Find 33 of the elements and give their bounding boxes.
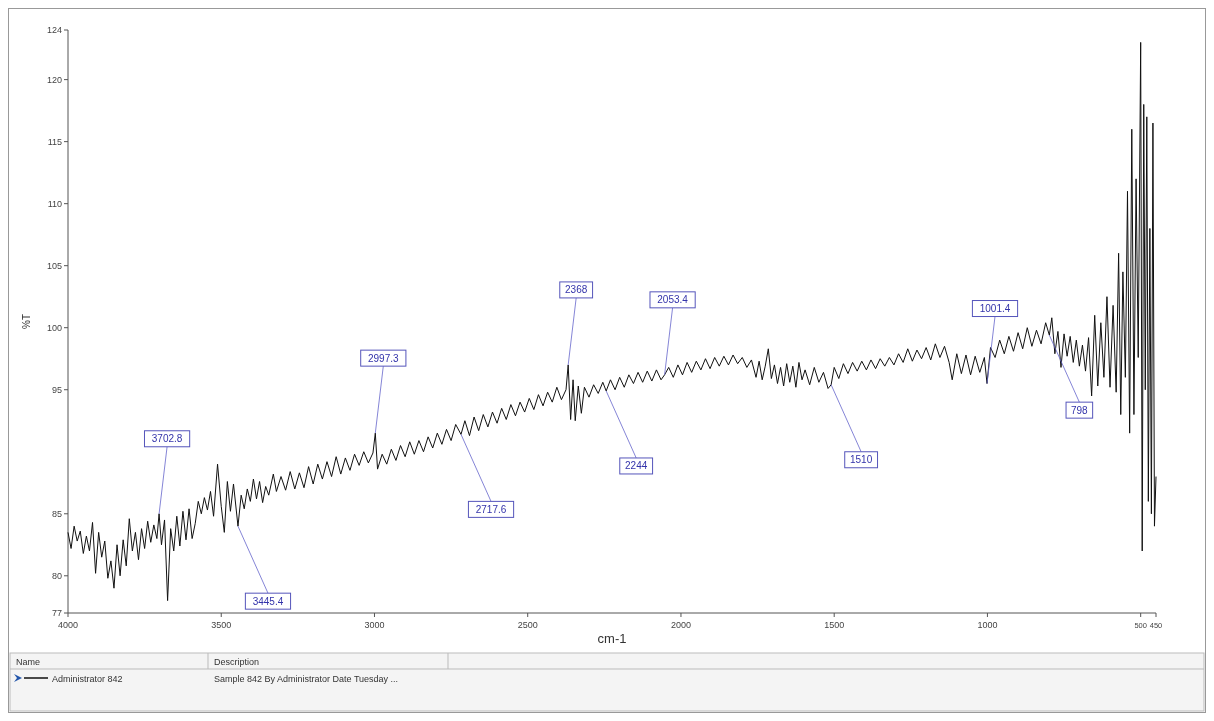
y-tick-label: 80 <box>51 570 62 581</box>
y-tick-label: 110 <box>47 198 62 209</box>
x-tick-label: 2500 <box>517 620 538 630</box>
y-tick-label: 100 <box>46 322 62 333</box>
x-axis-title: cm-1 <box>597 631 627 646</box>
legend-label: Administrator 842 <box>52 674 123 684</box>
annotation: 1510 <box>850 454 873 466</box>
text: Name <box>16 657 41 667</box>
x-tick-label: 1500 <box>824 620 845 630</box>
x-tick-label: 1000 <box>977 620 998 630</box>
annotation: 2997.3 <box>368 352 400 364</box>
y-tick-label: 105 <box>46 260 62 271</box>
y-tick-label: 77 <box>51 608 62 619</box>
x-tick-label: 4000 <box>57 620 79 630</box>
y-tick-label: 115 <box>47 136 62 147</box>
annotation: 2244 <box>625 460 648 472</box>
y-axis-title: %T <box>21 314 32 329</box>
y-tick-label: 85 <box>51 508 62 519</box>
y-tick-label: 124 <box>46 25 62 36</box>
x-tick-label: 2000 <box>670 620 691 630</box>
annotation: 2368 <box>565 284 588 296</box>
x-tick-label: 3500 <box>211 620 232 630</box>
text: Description <box>214 657 260 667</box>
y-tick-label: 120 <box>46 74 62 85</box>
y-tick-label: 95 <box>51 384 62 395</box>
annotation: 3445.4 <box>252 595 284 607</box>
annotation: 3702.8 <box>151 433 183 445</box>
annotation: 798 <box>1071 404 1089 416</box>
annotation: 2717.6 <box>475 503 507 515</box>
text: Sample 842 By Administrator Date Tuesday ... <box>214 674 399 684</box>
annotation: 2053.4 <box>657 294 689 306</box>
annotation: 1001.4 <box>979 303 1011 315</box>
x-tick-label: 3000 <box>364 620 385 630</box>
